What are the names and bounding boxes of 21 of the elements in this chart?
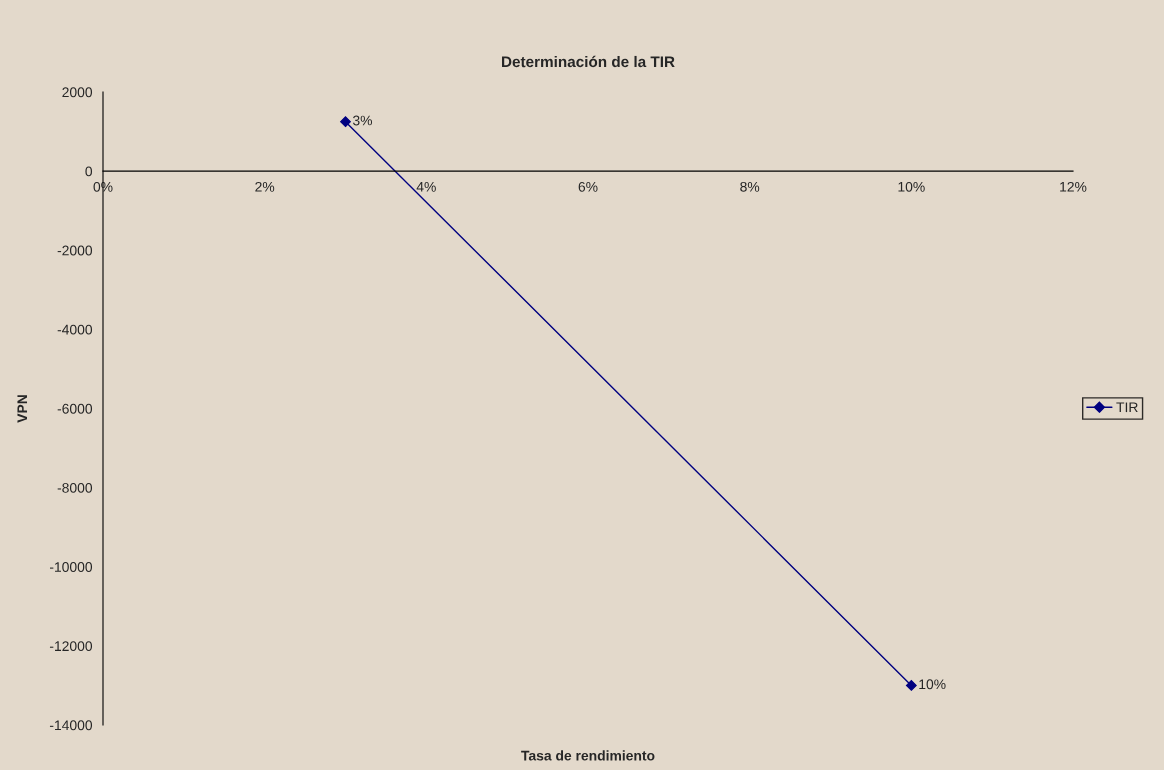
- y-tick-label: 0: [85, 166, 93, 177]
- y-tick-label: -14000: [49, 720, 93, 731]
- y-tick-label: -10000: [49, 562, 93, 572]
- y-tick-label: -8000: [57, 482, 93, 493]
- x-tick-label: 12%: [1060, 181, 1087, 192]
- x-tick-label: 6%: [578, 181, 598, 192]
- legend-label: TIR: [1116, 402, 1138, 413]
- y-axis-title: VPN: [17, 395, 28, 423]
- x-tick-label: 2%: [255, 181, 275, 192]
- y-tick-label: -2000: [57, 245, 93, 256]
- y-tick-label: 2000: [62, 87, 93, 98]
- annotation: 10%: [919, 679, 946, 690]
- x-axis-title: Tasa de rendimiento: [521, 750, 655, 761]
- annotation: 3%: [352, 115, 373, 126]
- y-tick-label: -12000: [49, 641, 93, 652]
- x-tick-label: 10%: [898, 181, 925, 192]
- x-tick-label: 8%: [740, 181, 760, 192]
- chart-title: Determinación de la TIR: [502, 55, 675, 68]
- x-tick-label: 4%: [416, 181, 436, 192]
- y-tick-label: -4000: [57, 324, 93, 335]
- y-tick-label: -6000: [57, 403, 93, 414]
